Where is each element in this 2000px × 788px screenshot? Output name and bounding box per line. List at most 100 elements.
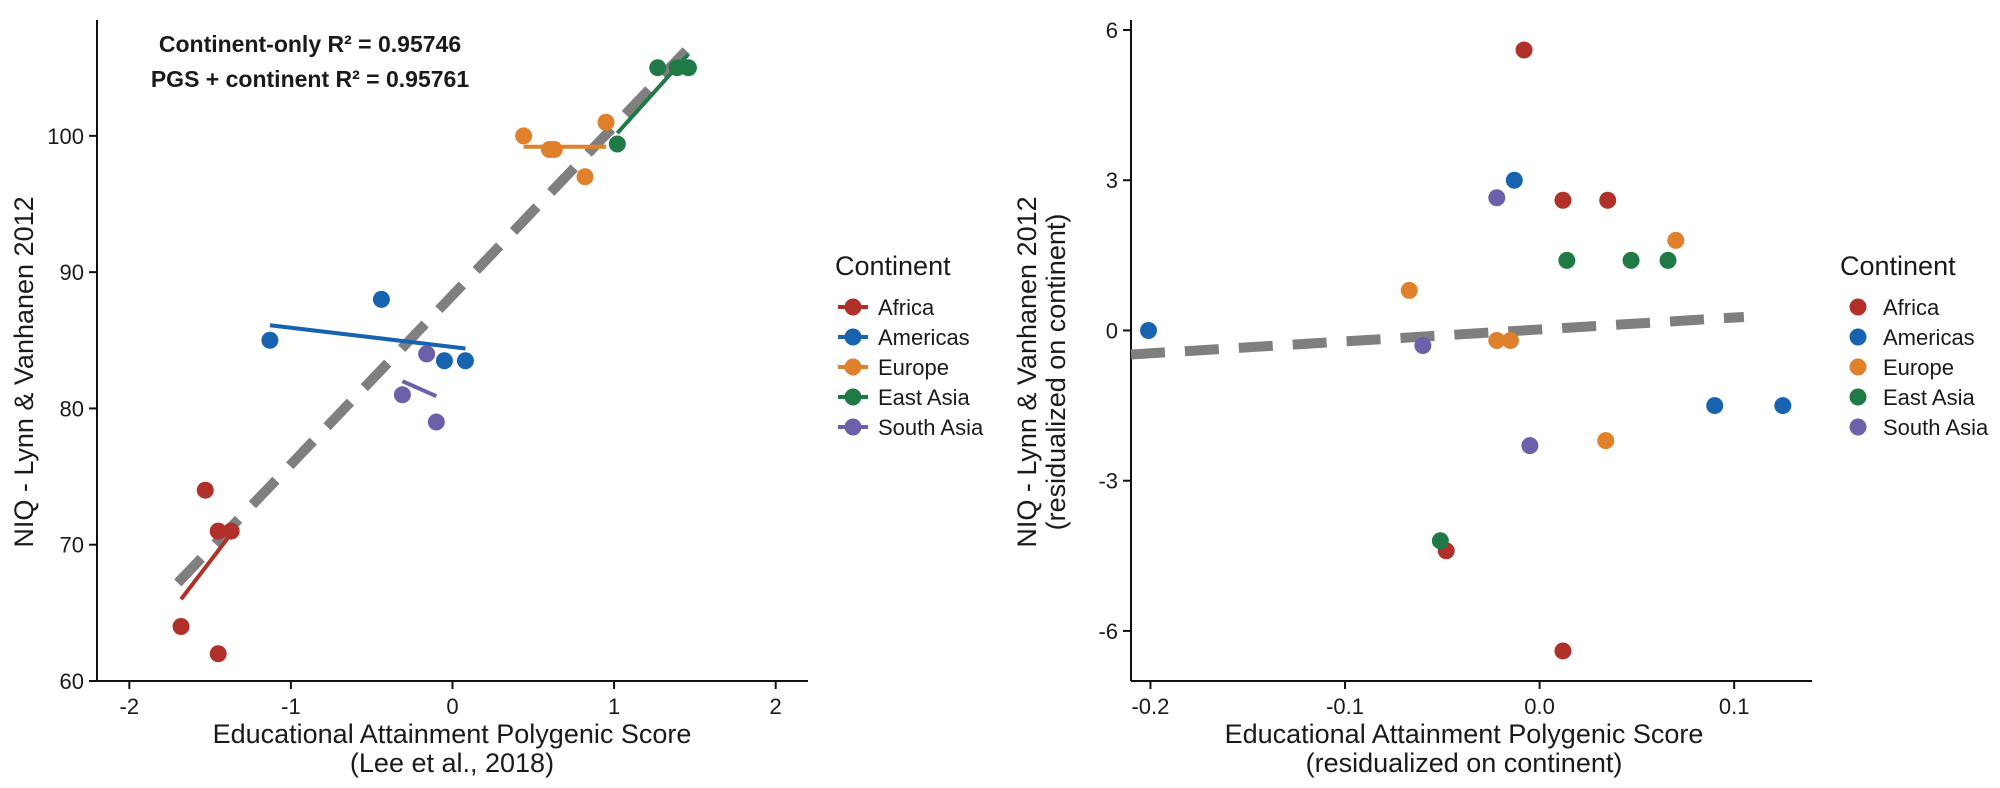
point-americas [372, 290, 390, 308]
left-y-tick-label: 80 [60, 396, 84, 421]
right-x-axis-title: Educational Attainment Polygenic Score [1225, 719, 1704, 749]
point-europe [1597, 432, 1615, 450]
right-y-tick-label: 6 [1106, 18, 1118, 43]
left-legend: Continent Africa Americas Europe East Asia S… [835, 251, 984, 440]
right-x-tick-label: 0.1 [1719, 694, 1750, 719]
point-americas [456, 352, 474, 370]
point-americas [435, 352, 453, 370]
left-y-tick-label: 90 [60, 260, 84, 285]
point-south-asia [1488, 189, 1506, 207]
left-scatter-chart: -2 -1 0 1 2 60 70 80 90 100 Continent-only R² = 0… [9, 20, 984, 778]
annotation-continent-only-r2: Continent-only R² = 0.95746 [159, 31, 461, 57]
left-x-tick-label: 2 [770, 694, 782, 719]
left-x-tick-label: 0 [446, 694, 458, 719]
left-x-axis-subtitle: (Lee et al., 2018) [350, 748, 554, 778]
legend-label-americas: Americas [878, 325, 970, 350]
legend-key-americas [1849, 328, 1867, 346]
left-group-fit-lines [179, 52, 690, 601]
right-y-tick-label: -3 [1098, 469, 1118, 494]
point-africa [209, 522, 227, 540]
left-x-tick-label: -1 [281, 694, 301, 719]
legend-label-east-asia: East Asia [878, 385, 970, 410]
right-y-tick-label: 3 [1106, 168, 1118, 193]
legend-key-africa [844, 298, 862, 316]
legend-label-africa: Africa [1883, 295, 1940, 320]
right-y-axis-subtitle: (residualized on continent) [1041, 214, 1071, 531]
point-americas [1774, 397, 1792, 415]
point-east-asia [1558, 251, 1576, 269]
fit-line-africa [179, 532, 233, 601]
right-x-tick-label: -0.1 [1326, 694, 1364, 719]
legend-key-europe [1849, 358, 1867, 376]
left-data-points [172, 59, 697, 663]
point-africa [172, 617, 190, 635]
point-europe [1488, 331, 1506, 349]
point-europe [576, 168, 594, 186]
point-east-asia [679, 59, 697, 77]
legend-label-africa: Africa [878, 295, 935, 320]
legend-key-south-asia [844, 418, 862, 436]
right-x-tick-label: -0.2 [1131, 694, 1169, 719]
right-overall-fit-line [1130, 311, 1745, 360]
left-x-axis-title: Educational Attainment Polygenic Score [213, 719, 692, 749]
point-africa [222, 522, 240, 540]
legend-key-africa [1849, 298, 1867, 316]
left-legend-title: Continent [835, 251, 951, 281]
legend-key-east-asia [844, 388, 862, 406]
legend-label-europe: Europe [1883, 355, 1954, 380]
right-overall-regression-line [1130, 311, 1745, 360]
point-south-asia [393, 386, 411, 404]
fit-line-south-asia [401, 379, 438, 398]
left-axes: -2 -1 0 1 2 60 70 80 90 100 [47, 20, 808, 719]
point-east-asia [1622, 251, 1640, 269]
legend-key-east-asia [1849, 388, 1867, 406]
point-europe [545, 140, 563, 158]
left-overall-regression-line [174, 46, 691, 587]
legend-label-europe: Europe [878, 355, 949, 380]
right-x-tick-label: 0.0 [1524, 694, 1555, 719]
point-south-asia [427, 413, 445, 431]
point-south-asia [1414, 336, 1432, 354]
point-americas [1706, 397, 1724, 415]
left-y-axis-title: NIQ - Lynn & Vanhanen 2012 [9, 196, 39, 547]
legend-label-americas: Americas [1883, 325, 1975, 350]
legend-label-south-asia: South Asia [1883, 415, 1989, 440]
point-africa [209, 645, 227, 663]
point-africa [1515, 41, 1533, 59]
point-south-asia [418, 345, 436, 363]
right-data-points [1140, 41, 1792, 660]
point-africa [1554, 191, 1572, 209]
left-y-tick-label: 70 [60, 533, 84, 558]
left-y-tick-label: 100 [47, 124, 84, 149]
point-africa [1554, 642, 1572, 660]
left-overall-fit-line [174, 46, 691, 587]
left-x-tick-label: 1 [608, 694, 620, 719]
point-americas [1140, 321, 1158, 339]
right-axes: -0.2 -0.1 0.0 0.1 -6 -3 0 3 6 [1098, 18, 1812, 719]
left-y-tick-label: 60 [60, 669, 84, 694]
right-legend: Continent Africa Americas Europe East Asia S… [1840, 251, 1989, 440]
point-americas [1505, 171, 1523, 189]
point-africa [1599, 191, 1617, 209]
legend-key-europe [844, 358, 862, 376]
right-x-axis-subtitle: (residualized on continent) [1306, 748, 1623, 778]
annotation-pgs-continent-r2: PGS + continent R² = 0.95761 [151, 66, 469, 92]
point-south-asia [1521, 437, 1539, 455]
point-east-asia [1659, 251, 1677, 269]
left-x-tick-label: -2 [120, 694, 140, 719]
legend-key-americas [844, 328, 862, 346]
point-europe [515, 127, 533, 145]
right-y-tick-label: -6 [1098, 619, 1118, 644]
point-europe [1667, 231, 1685, 249]
point-europe [1501, 331, 1519, 349]
point-east-asia [608, 135, 626, 153]
right-y-tick-label: 0 [1106, 318, 1118, 343]
point-east-asia [649, 59, 667, 77]
point-africa [196, 481, 214, 499]
right-legend-title: Continent [1840, 251, 1956, 281]
point-east-asia [1431, 532, 1449, 550]
point-europe [1400, 281, 1418, 299]
legend-label-east-asia: East Asia [1883, 385, 1975, 410]
legend-key-south-asia [1849, 418, 1867, 436]
